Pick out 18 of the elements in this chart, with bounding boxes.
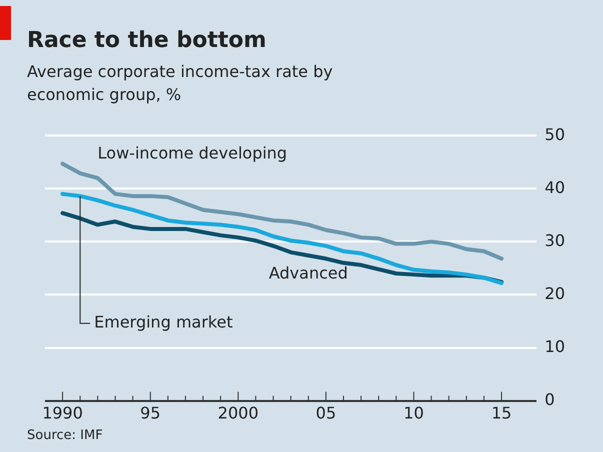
y-tick-label: 40 <box>544 178 565 197</box>
y-tick-label: 50 <box>544 124 565 144</box>
x-tick-label: 1990 <box>42 404 83 423</box>
y-tick-label: 20 <box>544 284 565 303</box>
chart-subtitle: Average corporate income-tax rate by economic group, % <box>27 61 334 106</box>
x-tick-label: 2000 <box>218 404 259 423</box>
chart-title: Race to the bottom <box>27 28 266 53</box>
y-tick-label: 30 <box>544 230 565 250</box>
series-label: Advanced <box>268 264 348 283</box>
x-tick-label: 95 <box>140 404 161 423</box>
x-tick-label: 05 <box>316 404 336 423</box>
y-tick-label: 0 <box>544 390 555 409</box>
y-tick-label: 10 <box>544 336 565 356</box>
series-label: Low-income developing <box>98 143 288 162</box>
source-note: Source: IMF <box>27 428 103 443</box>
text: Emerging market <box>94 312 233 332</box>
x-tick-label: 15 <box>491 404 512 423</box>
x-tick-label: 10 <box>404 404 424 423</box>
